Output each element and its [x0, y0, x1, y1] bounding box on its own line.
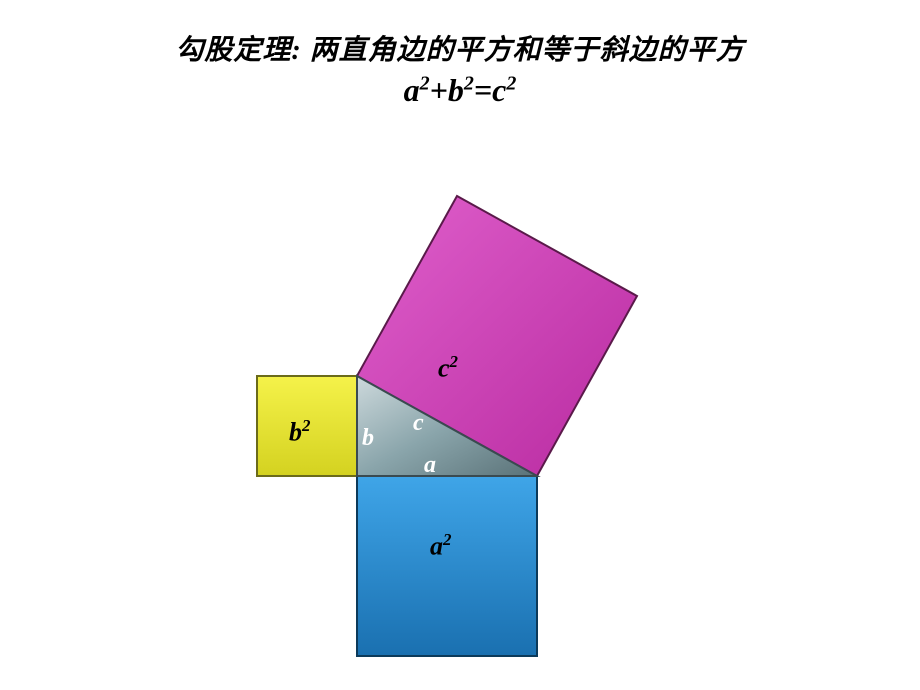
label-c2: c2	[438, 352, 458, 384]
label-c: c	[413, 410, 424, 437]
pythagorean-diagram	[0, 0, 920, 690]
label-a: a	[424, 452, 436, 479]
label-b: b	[362, 425, 374, 452]
square-a	[357, 476, 537, 656]
label-a2: a2	[430, 530, 451, 562]
label-b2: b2	[289, 416, 310, 448]
